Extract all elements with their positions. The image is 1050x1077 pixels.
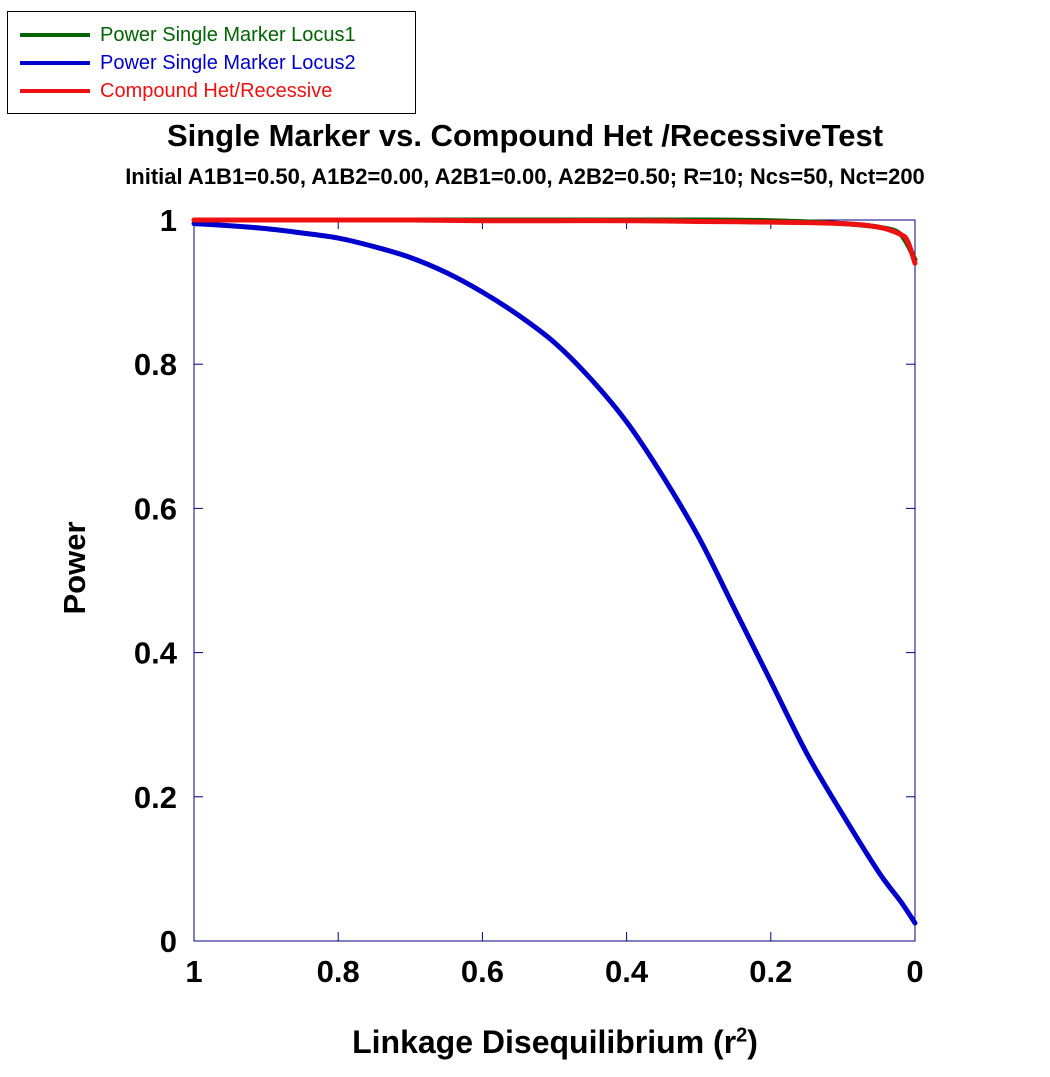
tick-marks — [193, 219, 916, 942]
legend: Power Single Marker Locus1 Power Single … — [7, 11, 416, 114]
chart-subtitle: Initial A1B1=0.50, A1B2=0.00, A2B1=0.00,… — [125, 164, 925, 189]
y-tick-label: 0.4 — [134, 636, 178, 671]
x-tick-label: 0.6 — [461, 954, 504, 989]
legend-swatch-locus1 — [20, 33, 90, 37]
chart-title: Single Marker vs. Compound Het /Recessiv… — [166, 118, 884, 153]
x-tick-label: 1 — [185, 954, 202, 989]
x-axis-label-superscript: 2 — [736, 1024, 748, 1047]
y-tick-label: 1 — [160, 203, 177, 238]
x-axis-label-suffix: ) — [747, 1024, 758, 1060]
x-axis-label: Linkage Disequilibrium (r2) — [0, 1024, 1050, 1061]
x-tick-label: 0.2 — [749, 954, 792, 989]
y-tick-label: 0.8 — [134, 347, 177, 382]
y-axis-label: Power — [57, 521, 92, 614]
series-line-locus2 — [191, 221, 918, 926]
tick-labels: 1 0.8 0.6 0.4 0.2 0 0 0.2 0.4 0.6 0.8 1 — [134, 203, 924, 989]
legend-label-locus2: Power Single Marker Locus2 — [100, 51, 356, 74]
legend-swatch-compound — [20, 89, 90, 93]
series-line-locus1 — [191, 217, 918, 263]
y-tick-label: 0.2 — [134, 780, 177, 815]
y-tick-label: 0.6 — [134, 491, 177, 526]
y-tick-label: 0 — [160, 924, 177, 959]
series-lines — [191, 217, 918, 926]
x-tick-label: 0 — [906, 954, 923, 989]
legend-item-locus1: Power Single Marker Locus1 — [20, 22, 356, 48]
legend-label-compound: Compound Het/Recessive — [100, 79, 333, 102]
x-tick-label: 0.4 — [605, 954, 649, 989]
legend-item-locus2: Power Single Marker Locus2 — [20, 50, 356, 76]
plot-frame — [193, 219, 916, 942]
x-tick-label: 0.8 — [317, 954, 360, 989]
legend-item-compound: Compound Het/Recessive — [20, 78, 332, 104]
series-line-compound — [191, 217, 918, 266]
x-axis-label-text: Linkage Disequilibrium (r — [352, 1024, 737, 1060]
legend-swatch-locus2 — [20, 61, 90, 65]
legend-label-locus1: Power Single Marker Locus1 — [100, 23, 356, 46]
